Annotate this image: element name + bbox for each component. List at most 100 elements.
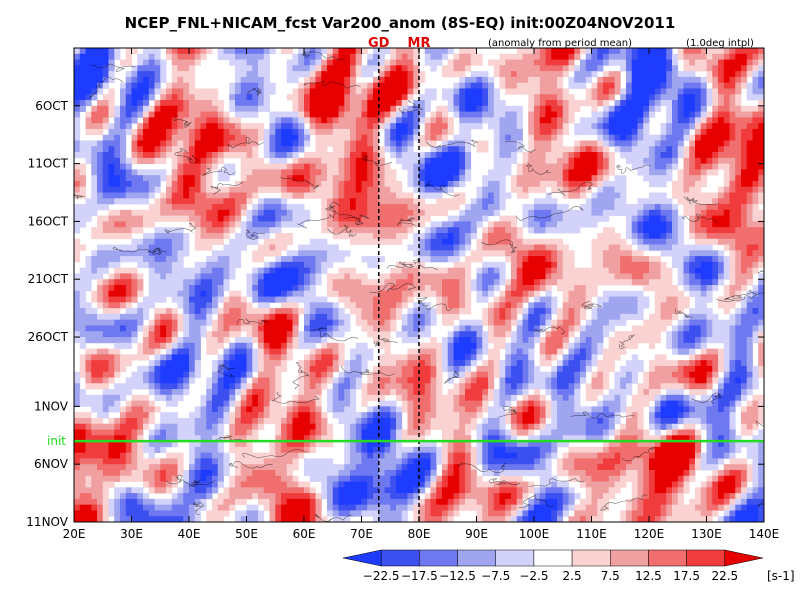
heat-cell xyxy=(545,204,552,211)
heat-cell xyxy=(137,273,144,280)
heat-cell xyxy=(631,65,638,72)
heat-cell xyxy=(447,140,454,147)
heat-cell xyxy=(505,169,512,176)
heat-cell xyxy=(620,140,627,147)
heat-cell xyxy=(200,163,207,170)
heat-cell xyxy=(171,313,178,321)
heat-cell xyxy=(522,308,529,315)
heat-cell xyxy=(166,261,173,269)
heat-cell xyxy=(304,279,311,286)
heat-cell xyxy=(131,111,138,118)
heat-cell xyxy=(396,123,403,130)
heat-cell xyxy=(465,163,472,170)
heat-cell xyxy=(482,261,489,269)
heat-cell xyxy=(298,140,305,147)
heat-cell xyxy=(396,279,403,286)
heat-cell xyxy=(442,273,449,280)
heat-cell xyxy=(74,65,81,72)
heat-cell xyxy=(419,325,426,332)
heat-cell xyxy=(453,82,460,89)
heat-cell xyxy=(476,250,483,257)
heat-cell xyxy=(131,128,138,136)
heat-cell xyxy=(453,232,460,240)
heat-cell xyxy=(85,59,92,66)
heat-cell xyxy=(263,232,270,240)
heat-cell xyxy=(384,227,391,234)
heat-cell xyxy=(108,244,115,251)
heat-cell xyxy=(160,192,167,199)
heat-cell xyxy=(620,134,627,141)
heat-cell xyxy=(493,232,500,240)
heat-cell xyxy=(131,285,138,292)
heat-cell xyxy=(614,134,621,141)
heat-cell xyxy=(499,111,506,118)
heat-cell xyxy=(746,313,753,321)
heat-cell xyxy=(97,157,104,165)
heat-cell xyxy=(683,285,690,292)
heat-cell xyxy=(539,152,546,159)
heat-cell xyxy=(442,175,449,182)
heat-cell xyxy=(79,152,86,159)
heat-cell xyxy=(396,53,403,60)
heat-cell xyxy=(528,302,535,309)
heat-cell xyxy=(223,186,230,193)
heat-cell xyxy=(488,111,495,118)
heat-cell xyxy=(189,140,196,147)
heat-cell xyxy=(281,146,288,153)
heat-cell xyxy=(465,296,472,303)
heat-cell xyxy=(321,105,328,112)
heat-cell xyxy=(459,65,466,72)
heat-cell xyxy=(332,331,339,338)
heat-cell xyxy=(229,256,236,263)
heat-cell xyxy=(626,88,633,95)
heat-cell xyxy=(534,117,541,124)
heat-cell xyxy=(752,76,759,84)
heat-cell xyxy=(131,221,138,228)
heat-cell xyxy=(505,296,512,303)
heat-cell xyxy=(177,261,184,269)
heat-cell xyxy=(488,250,495,257)
heat-cell xyxy=(401,221,408,228)
heat-cell xyxy=(476,215,483,222)
heat-cell xyxy=(557,76,564,84)
heat-cell xyxy=(666,232,673,240)
heat-cell xyxy=(183,140,190,147)
heat-cell xyxy=(534,267,541,274)
heat-cell xyxy=(534,273,541,280)
heat-cell xyxy=(562,244,569,251)
heat-cell xyxy=(741,186,748,193)
heat-cell xyxy=(74,180,81,188)
heat-cell xyxy=(758,128,764,136)
heat-cell xyxy=(666,105,673,112)
heat-cell xyxy=(585,290,592,297)
heat-cell xyxy=(177,215,184,222)
heat-cell xyxy=(189,48,196,55)
heat-cell xyxy=(574,186,581,193)
heat-cell xyxy=(114,261,121,269)
heat-cell xyxy=(637,94,644,101)
heat-cell xyxy=(281,267,288,274)
heat-cell xyxy=(516,261,523,269)
heat-cell xyxy=(459,290,466,297)
heat-cell xyxy=(631,76,638,84)
heat-cell xyxy=(562,302,569,309)
heat-cell xyxy=(217,146,224,153)
heat-cell xyxy=(384,180,391,188)
heat-cell xyxy=(562,256,569,263)
heat-cell xyxy=(603,227,610,234)
heat-cell xyxy=(476,256,483,263)
heat-cell xyxy=(137,186,144,193)
heat-cell xyxy=(591,71,598,78)
heat-cell xyxy=(413,232,420,240)
heat-cell xyxy=(143,100,150,107)
heat-cell xyxy=(493,146,500,153)
heat-cell xyxy=(252,221,259,228)
heat-cell xyxy=(430,59,437,66)
heat-cell xyxy=(695,53,702,60)
heat-cell xyxy=(603,267,610,274)
heat-cell xyxy=(79,192,86,199)
heat-cell xyxy=(91,94,98,101)
heat-cell xyxy=(304,313,311,321)
heat-cell xyxy=(246,123,253,130)
heat-cell xyxy=(735,134,742,141)
